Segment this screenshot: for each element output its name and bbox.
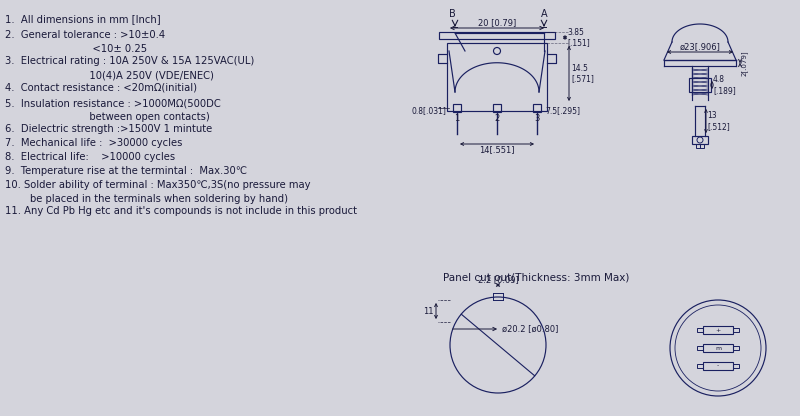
Text: 4.  Contact resistance : <20mΩ(initial): 4. Contact resistance : <20mΩ(initial) bbox=[5, 83, 197, 93]
Text: 3.  Electrical rating : 10A 250V & 15A 125VAC(UL): 3. Electrical rating : 10A 250V & 15A 12… bbox=[5, 56, 254, 66]
Text: A: A bbox=[541, 9, 547, 19]
Text: 1: 1 bbox=[454, 114, 460, 123]
Text: between open contacts): between open contacts) bbox=[5, 112, 210, 122]
Text: B: B bbox=[449, 9, 455, 19]
Bar bbox=[439, 32, 555, 39]
Text: 14.5
[.571]: 14.5 [.571] bbox=[571, 64, 594, 83]
Text: 8.  Electrical life:    >10000 cycles: 8. Electrical life: >10000 cycles bbox=[5, 152, 175, 162]
Text: 6.  Dielectric strength :>1500V 1 mintute: 6. Dielectric strength :>1500V 1 mintute bbox=[5, 124, 212, 134]
Text: <10± 0.25: <10± 0.25 bbox=[5, 44, 147, 54]
Bar bbox=[533, 104, 541, 112]
Text: 2.2 [0.09]: 2.2 [0.09] bbox=[478, 275, 518, 284]
Bar bbox=[700, 144, 704, 148]
Text: m: m bbox=[715, 346, 721, 351]
Bar bbox=[689, 78, 711, 92]
Bar bbox=[692, 136, 708, 144]
Bar bbox=[703, 362, 733, 370]
Text: 7.  Mechanical life :  >30000 cycles: 7. Mechanical life : >30000 cycles bbox=[5, 138, 182, 148]
Text: 14[.551]: 14[.551] bbox=[479, 145, 514, 154]
Text: 0.8[.031]: 0.8[.031] bbox=[412, 106, 447, 115]
Bar bbox=[697, 346, 703, 350]
Text: be placed in the terminals when soldering by hand): be placed in the terminals when solderin… bbox=[5, 194, 288, 204]
Text: ø23[.906]: ø23[.906] bbox=[679, 42, 721, 51]
Text: 3: 3 bbox=[534, 114, 540, 123]
Text: 4.8
[.189]: 4.8 [.189] bbox=[713, 75, 736, 95]
Text: 10. Solder ability of terminal : Max350℃,3S(no pressure may: 10. Solder ability of terminal : Max350℃… bbox=[5, 180, 310, 190]
Bar bbox=[733, 346, 739, 350]
Bar bbox=[703, 344, 733, 352]
Text: 1.  All dimensions in mm [Inch]: 1. All dimensions in mm [Inch] bbox=[5, 14, 161, 24]
Text: -: - bbox=[717, 364, 719, 369]
Text: 13
[.512]: 13 [.512] bbox=[707, 111, 730, 131]
Bar bbox=[697, 328, 703, 332]
Text: 20 [0.79]: 20 [0.79] bbox=[478, 18, 516, 27]
Text: 7.5[.295]: 7.5[.295] bbox=[545, 106, 580, 115]
Bar bbox=[703, 326, 733, 334]
Text: 2: 2 bbox=[494, 114, 500, 123]
Text: 10(4)A 250V (VDE/ENEC): 10(4)A 250V (VDE/ENEC) bbox=[5, 71, 214, 81]
Bar bbox=[696, 144, 700, 148]
Bar bbox=[493, 104, 501, 112]
Text: 5.  Insulation resistance : >1000MΩ(500DC: 5. Insulation resistance : >1000MΩ(500DC bbox=[5, 98, 221, 108]
Text: +: + bbox=[715, 327, 721, 332]
Text: 9.  Temperature rise at the termintal :  Max.30℃: 9. Temperature rise at the termintal : M… bbox=[5, 166, 247, 176]
Text: 11. Any Cd Pb Hg etc and it's compounds is not include in this product: 11. Any Cd Pb Hg etc and it's compounds … bbox=[5, 206, 357, 216]
Text: 3.85
[.151]: 3.85 [.151] bbox=[567, 28, 590, 47]
Bar bbox=[733, 364, 739, 368]
Text: 2[.079]: 2[.079] bbox=[741, 50, 748, 76]
Bar bbox=[697, 364, 703, 368]
Text: ø20.2 [ø0.80]: ø20.2 [ø0.80] bbox=[502, 324, 558, 334]
Text: 11: 11 bbox=[423, 307, 434, 315]
Bar bbox=[453, 104, 461, 112]
Bar bbox=[447, 43, 547, 111]
Text: Panel cut out(Thickness: 3mm Max): Panel cut out(Thickness: 3mm Max) bbox=[443, 273, 630, 283]
Text: 2.  General tolerance : >10±0.4: 2. General tolerance : >10±0.4 bbox=[5, 30, 165, 40]
Bar bbox=[733, 328, 739, 332]
